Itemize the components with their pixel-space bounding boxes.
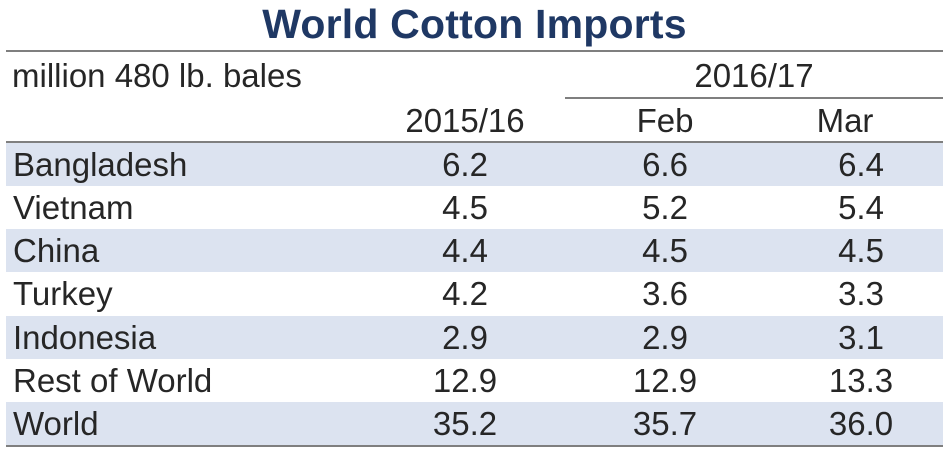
value-cell: 6.6 bbox=[642, 146, 688, 183]
table-body: Bangladesh 6.2 6.6 6.4 Vietnam 4.5 5.2 5.4 China… bbox=[6, 143, 943, 445]
row-label: Bangladesh bbox=[13, 146, 188, 183]
column-header-2015-16: 2015/16 bbox=[405, 102, 525, 139]
column-group-header: 2016/17 bbox=[694, 57, 814, 94]
row-label: China bbox=[13, 232, 100, 270]
value-cell: 3.3 bbox=[838, 275, 884, 313]
column-group-rule bbox=[565, 97, 943, 99]
value-cell: 2.9 bbox=[642, 318, 688, 356]
value-cell: 4.5 bbox=[642, 232, 688, 270]
header-rule bbox=[6, 141, 943, 143]
table-row: Indonesia 2.9 2.9 3.1 bbox=[6, 315, 943, 359]
value-cell: 35.2 bbox=[432, 404, 498, 442]
value-cell: 4.4 bbox=[442, 232, 488, 270]
table-row: Turkey 4.2 3.6 3.3 bbox=[6, 272, 943, 315]
unit-label: million 480 lb. bales bbox=[12, 57, 302, 94]
row-label: Turkey bbox=[13, 275, 113, 313]
table-row: Bangladesh 6.2 6.6 6.4 bbox=[6, 143, 943, 187]
row-label: Vietnam bbox=[13, 189, 134, 227]
row-label: Indonesia bbox=[13, 318, 157, 356]
value-cell: 3.1 bbox=[838, 318, 884, 356]
table-title: World Cotton Imports bbox=[262, 1, 687, 47]
table-row: World 35.2 35.7 36.0 bbox=[6, 401, 943, 445]
value-cell: 6.4 bbox=[838, 146, 884, 183]
value-cell: 36.0 bbox=[828, 404, 894, 442]
value-cell: 4.5 bbox=[838, 232, 884, 270]
value-cell: 3.6 bbox=[642, 275, 688, 313]
table-row: China 4.4 4.5 4.5 bbox=[6, 229, 943, 273]
value-cell: 5.4 bbox=[838, 189, 884, 227]
row-label: World bbox=[13, 404, 99, 442]
row-label: Rest of World bbox=[13, 361, 213, 399]
table-row: Rest of World 12.9 12.9 13.3 bbox=[6, 359, 943, 402]
value-cell: 6.2 bbox=[442, 146, 488, 183]
column-header-mar: Mar bbox=[816, 102, 874, 139]
value-cell: 12.9 bbox=[632, 361, 698, 399]
value-cell: 2.9 bbox=[442, 318, 488, 356]
value-cell: 35.7 bbox=[632, 404, 698, 442]
value-cell: 13.3 bbox=[828, 361, 894, 399]
value-cell: 12.9 bbox=[432, 361, 498, 399]
value-cell: 4.5 bbox=[442, 189, 488, 227]
value-cell: 4.2 bbox=[442, 275, 488, 313]
bottom-rule bbox=[6, 445, 943, 447]
value-cell: 5.2 bbox=[642, 189, 688, 227]
top-rule bbox=[6, 50, 943, 52]
column-header-feb: Feb bbox=[636, 102, 694, 139]
table-row: Vietnam 4.5 5.2 5.4 bbox=[6, 186, 943, 229]
